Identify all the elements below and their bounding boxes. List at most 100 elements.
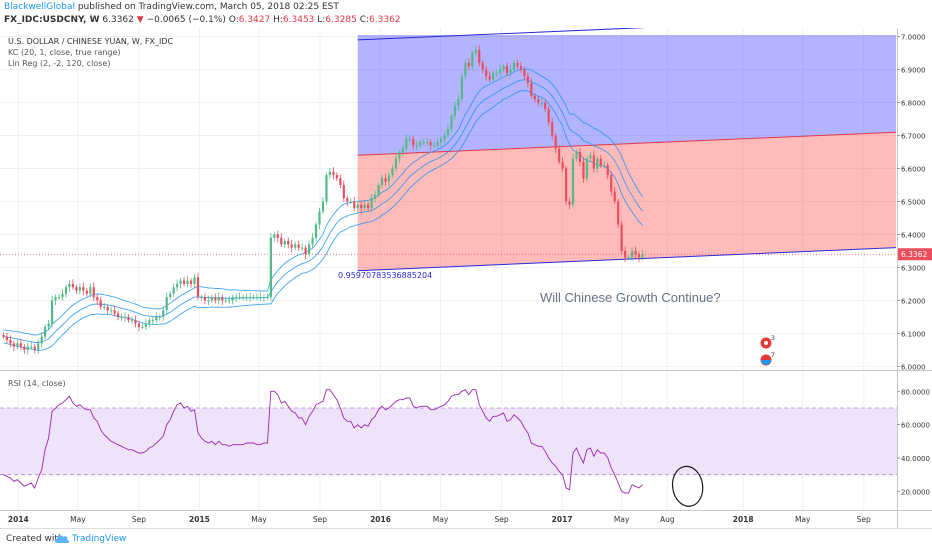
splits-badge[interactable]: 7: [760, 352, 776, 366]
candle: [210, 294, 213, 304]
candle-body: [89, 287, 92, 294]
candle-body: [391, 168, 394, 176]
candle: [453, 102, 457, 120]
candle: [634, 246, 637, 259]
candle: [408, 136, 411, 143]
publish-line: BlackwellGlobal published on TradingView…: [4, 2, 339, 12]
rsi-axis[interactable]: 20.0000 40.0000 60.0000 80.0000: [897, 388, 930, 496]
candle-body: [405, 138, 408, 149]
legend-linreg: Lin Reg (2, -2, 120, close): [8, 59, 110, 68]
keltner-channel: [3, 68, 643, 351]
candle: [259, 292, 262, 302]
candle-body: [33, 346, 36, 350]
candle: [221, 294, 224, 306]
candle-body: [248, 297, 252, 299]
candle-body: [429, 142, 432, 146]
candle: [82, 282, 85, 296]
last-price: 6.3362: [102, 15, 134, 25]
candle-body: [106, 306, 109, 311]
candle: [23, 343, 26, 354]
candle-body: [307, 244, 311, 255]
legend-rsi: RSI (14, close): [8, 379, 66, 388]
candle-body: [443, 135, 446, 139]
candle: [405, 134, 408, 152]
candle: [384, 173, 387, 186]
candle-body: [471, 53, 474, 67]
time-tick-label: May: [70, 515, 86, 524]
candle-body: [554, 135, 557, 149]
candle: [148, 317, 151, 328]
candle: [2, 332, 5, 340]
candle-body: [210, 297, 213, 301]
candle: [478, 45, 481, 67]
rsi-indicator: [3, 389, 643, 494]
candle: [99, 296, 102, 310]
candle-body: [123, 316, 127, 318]
candle: [71, 279, 75, 290]
candle-body: [519, 66, 523, 70]
candle: [568, 197, 571, 210]
tradingview-link[interactable]: TradingView: [72, 534, 127, 544]
candle: [50, 295, 54, 328]
candle-body: [130, 320, 134, 322]
time-tick-label: Sep: [857, 515, 871, 524]
candle: [176, 279, 179, 292]
candle-body: [169, 293, 172, 298]
candle: [89, 283, 92, 298]
price-tick-label: 6.4000: [901, 231, 926, 239]
price-tick-label: 6.9000: [901, 67, 926, 75]
tradingview-cloud-icon: [54, 535, 70, 543]
candle: [512, 60, 516, 75]
time-axis[interactable]: 2014 May Sep 2015 May Sep 2016 May Sep 2017 May Aug…: [8, 515, 871, 524]
candle: [255, 293, 259, 301]
candle-body: [481, 62, 484, 70]
candle-body: [564, 168, 568, 202]
candle: [554, 132, 557, 154]
candle: [304, 245, 307, 259]
candle-body: [151, 320, 154, 322]
candle-body: [92, 287, 95, 298]
candle: [377, 182, 380, 198]
chart-canvas[interactable]: 6.0000 6.1000 6.2000 6.3000 6.4000 6.5000 6.60…: [0, 28, 932, 528]
candle-body: [349, 201, 352, 203]
candle-body: [450, 115, 453, 129]
candle-body: [571, 158, 575, 205]
candle-body: [363, 204, 366, 209]
main-pane[interactable]: [0, 28, 897, 370]
candle: [540, 97, 543, 108]
candle: [495, 69, 498, 77]
candle-body: [196, 277, 200, 298]
candle-body: [433, 145, 436, 147]
candle-body: [339, 178, 342, 185]
candle: [363, 200, 366, 211]
candle: [370, 194, 373, 213]
candle: [235, 293, 238, 302]
candle: [339, 174, 342, 189]
candle: [436, 137, 439, 149]
candle-body: [99, 300, 102, 307]
candle: [110, 306, 113, 315]
price-tick-label: 6.0000: [901, 363, 926, 371]
candle-body: [193, 277, 196, 284]
annotation-text[interactable]: Will Chinese Growth Continue?: [540, 290, 721, 305]
candle: [585, 155, 589, 182]
candle-body: [637, 254, 641, 258]
earnings-badge[interactable]: 3: [760, 335, 776, 349]
candle-body: [68, 283, 71, 288]
candle-body: [179, 280, 182, 284]
candle: [26, 342, 29, 355]
candle: [193, 273, 196, 289]
price-tick-label: 7.0000: [901, 34, 926, 42]
rsi-tick-label: 40.0000: [901, 455, 930, 463]
candle: [245, 293, 248, 302]
kc-lower-band: [3, 90, 643, 351]
time-tick-label: 2015: [189, 515, 210, 524]
price-axis[interactable]: 6.0000 6.1000 6.2000 6.3000 6.4000 6.5000 6.60…: [897, 34, 926, 372]
candle-body: [606, 165, 609, 176]
candle: [578, 148, 582, 166]
candle-body: [558, 148, 561, 162]
candle: [349, 197, 352, 205]
publisher-link[interactable]: BlackwellGlobal: [4, 2, 75, 12]
low-label: L:: [317, 15, 326, 25]
candle: [248, 292, 252, 302]
